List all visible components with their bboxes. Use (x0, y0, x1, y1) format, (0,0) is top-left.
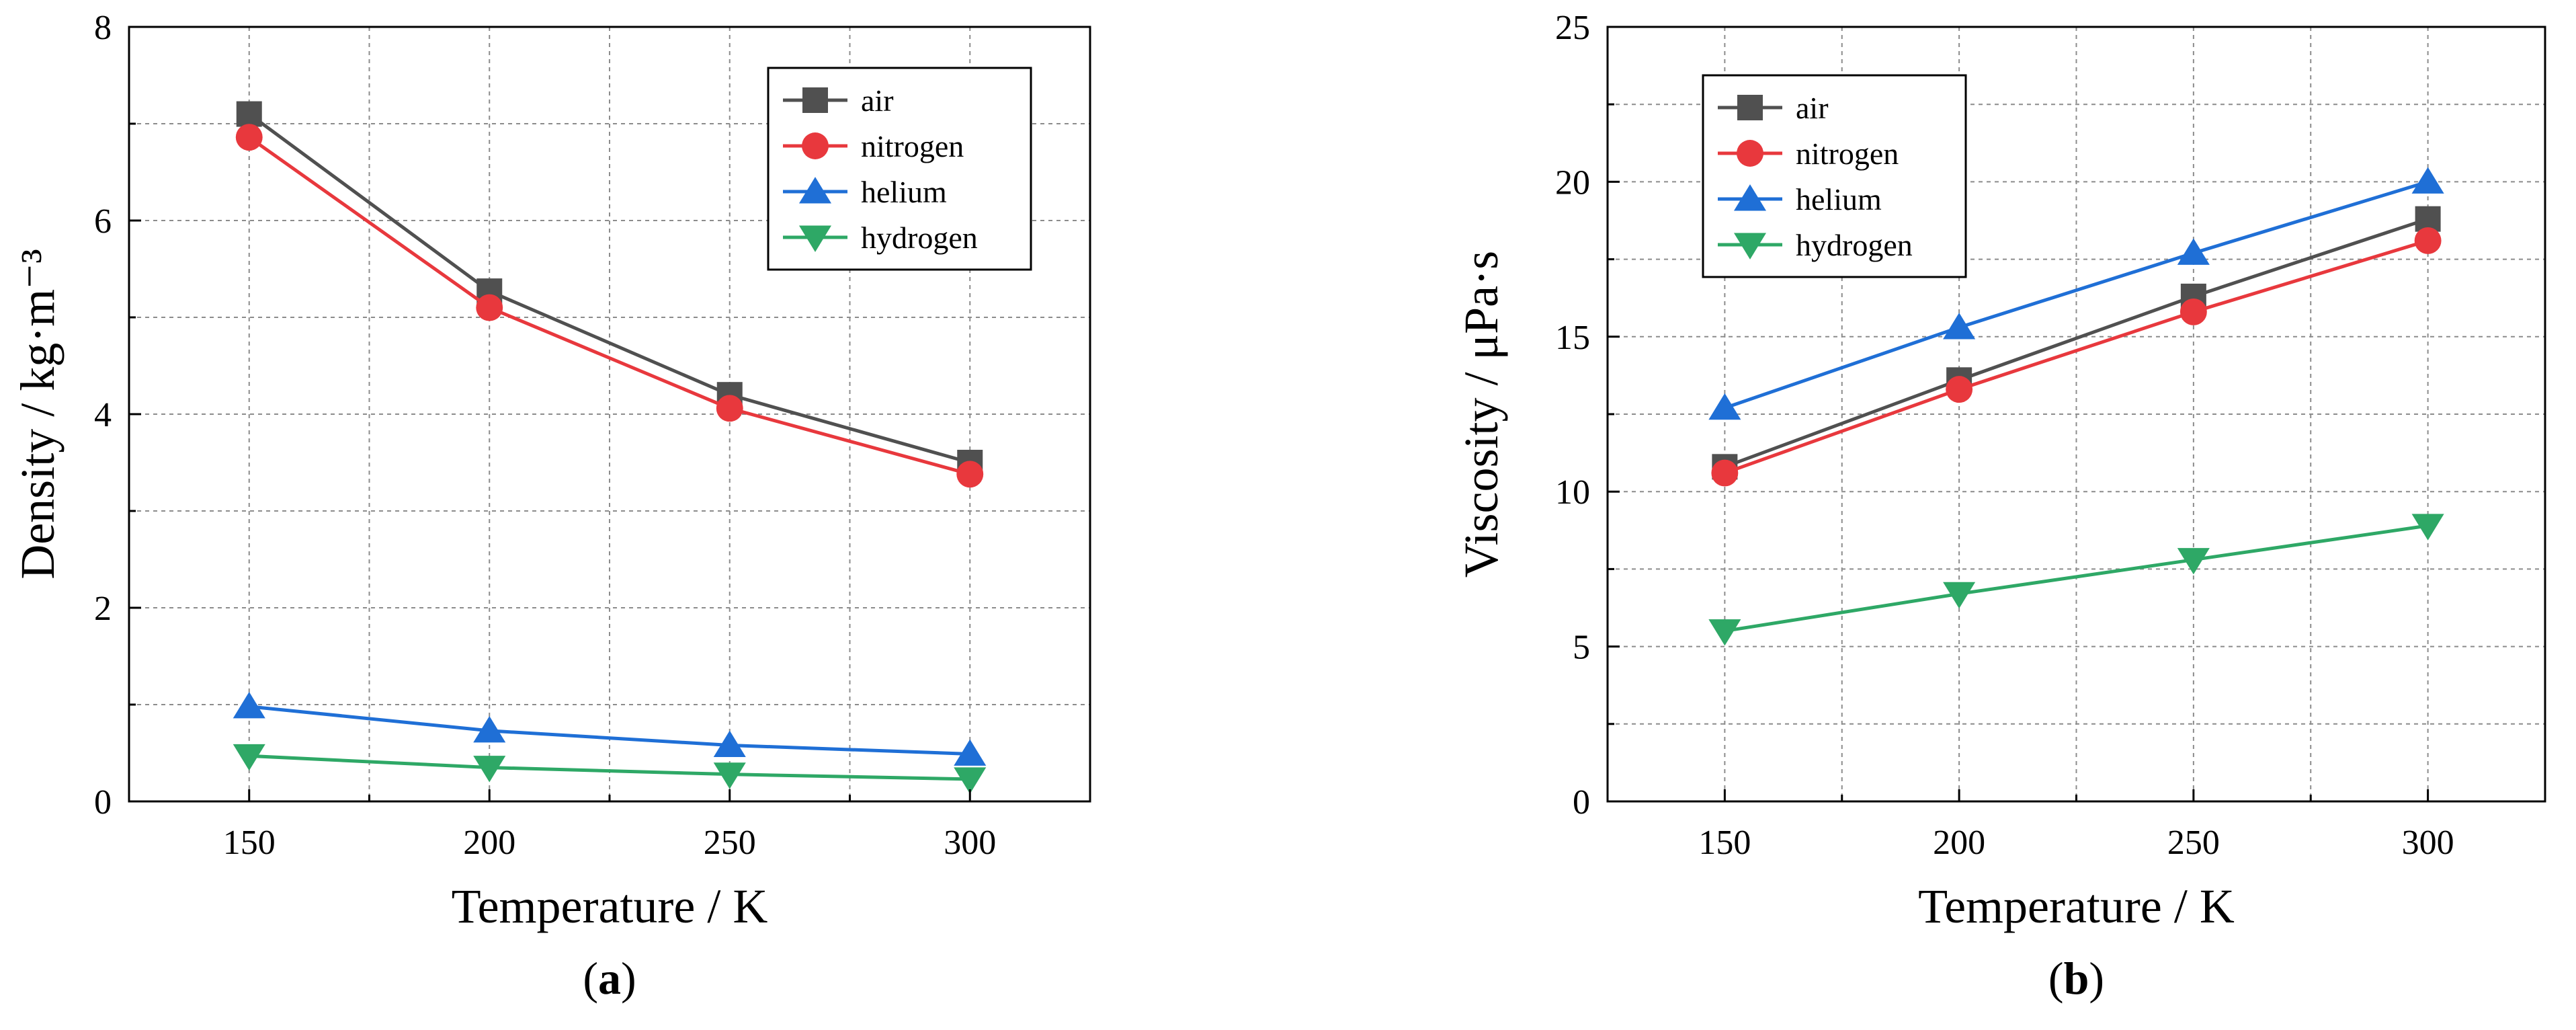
density-point-nitrogen (235, 124, 263, 151)
viscosity-x-axis-label: Temperature / K (1918, 879, 2235, 933)
density-y-tick-label: 8 (94, 9, 112, 47)
viscosity-legend-marker-nitrogen (1737, 140, 1763, 167)
viscosity-x-tick-label: 150 (1698, 824, 1751, 862)
viscosity-series-line-helium (1724, 180, 2429, 410)
density-point-hydrogen (954, 767, 987, 794)
viscosity-series (1708, 167, 2444, 646)
density-series (233, 101, 987, 794)
density-y-tick-label: 6 (94, 202, 112, 241)
density-y-axis-label: Density / kg·m⁻³ (11, 249, 65, 580)
density-x-tick-label: 200 (463, 824, 515, 862)
density-point-nitrogen (476, 294, 503, 321)
density-ticks: 0 2 4 6 8 150 200 250 300 (94, 9, 996, 862)
density-caption-letter: a (598, 953, 621, 1004)
viscosity-x-tick-label: 200 (1933, 824, 1985, 862)
density-caption: (a) (583, 953, 636, 1004)
viscosity-point-helium (1708, 393, 1741, 420)
viscosity-legend-marker-helium (1733, 184, 1767, 211)
density-legend-marker-helium (798, 177, 832, 204)
density-y-tick-label: 2 (94, 590, 112, 628)
viscosity-chart: 0 5 10 15 20 25 150 200 250 300 air nitrogen helium… (1454, 9, 2546, 1004)
density-x-tick-label: 300 (944, 824, 996, 862)
density-y-tick-label: 4 (94, 396, 112, 434)
density-x-tick-label: 250 (704, 824, 756, 862)
density-x-tick-label: 150 (223, 824, 276, 862)
viscosity-legend-marker-air (1737, 95, 1763, 120)
viscosity-caption: (b) (2048, 953, 2104, 1004)
viscosity-y-tick-label: 20 (1555, 163, 1590, 202)
density-point-hydrogen (473, 756, 506, 783)
viscosity-y-tick-label: 25 (1555, 9, 1590, 47)
viscosity-series-line-hydrogen (1724, 524, 2428, 633)
viscosity-point-nitrogen (1711, 459, 1739, 487)
density-legend-marker-air (802, 87, 828, 113)
density-point-helium (473, 716, 506, 743)
viscosity-point-helium (2411, 167, 2444, 194)
density-point-air (236, 101, 262, 127)
viscosity-point-helium (2177, 238, 2210, 265)
density-legend: air nitrogen helium hydrogen (767, 67, 1032, 271)
density-legend-label-hydrogen: hydrogen (861, 221, 978, 255)
viscosity-x-tick-label: 300 (2402, 824, 2454, 862)
viscosity-x-tick-label: 250 (2167, 824, 2220, 862)
density-point-helium (954, 739, 987, 766)
density-legend-marker-nitrogen (802, 132, 829, 159)
density-point-helium (233, 692, 265, 719)
viscosity-series-line-air (1724, 217, 2429, 469)
viscosity-point-nitrogen (2179, 298, 2207, 325)
density-y-tick-label: 0 (94, 783, 112, 822)
viscosity-point-hydrogen (2411, 514, 2444, 541)
viscosity-y-tick-label: 0 (1573, 783, 1590, 822)
viscosity-legend: air nitrogen helium hydrogen (1702, 74, 1967, 278)
viscosity-series-line-nitrogen (1724, 239, 2429, 475)
viscosity-ticks: 0 5 10 15 20 25 150 200 250 300 (1555, 9, 2454, 862)
viscosity-point-hydrogen (1943, 582, 1976, 609)
density-legend-label-air: air (861, 83, 894, 118)
density-legend-label-helium: helium (861, 175, 947, 209)
viscosity-y-tick-label: 15 (1555, 319, 1590, 357)
viscosity-legend-label-air: air (1796, 91, 1829, 125)
viscosity-y-tick-label: 5 (1573, 629, 1590, 667)
viscosity-caption-letter: b (2064, 953, 2089, 1004)
density-point-hydrogen (233, 744, 265, 771)
density-point-nitrogen (716, 395, 743, 422)
viscosity-point-hydrogen (1708, 619, 1741, 646)
viscosity-y-tick-label: 10 (1555, 473, 1590, 512)
viscosity-y-axis-label: Viscosity / μPa·s (1454, 251, 1508, 578)
viscosity-legend-label-nitrogen: nitrogen (1796, 136, 1899, 171)
viscosity-point-helium (1943, 313, 1976, 340)
viscosity-point-nitrogen (1946, 376, 1973, 403)
density-point-hydrogen (713, 762, 746, 789)
viscosity-point-nitrogen (2414, 227, 2442, 254)
density-point-nitrogen (956, 461, 984, 488)
density-series-line-air (248, 112, 970, 465)
density-chart: 0 2 4 6 8 150 200 250 300 air nitrogen helium hydro… (11, 9, 1091, 1004)
density-point-helium (713, 730, 746, 757)
density-legend-label-nitrogen: nitrogen (861, 129, 964, 163)
density-series-line-hydrogen (249, 754, 970, 781)
density-legend-marker-hydrogen (798, 225, 832, 252)
density-series-line-helium (249, 705, 970, 756)
density-series-line-nitrogen (248, 136, 970, 476)
viscosity-legend-label-helium: helium (1796, 182, 1882, 216)
density-x-axis-label: Temperature / K (452, 879, 768, 933)
viscosity-legend-label-hydrogen: hydrogen (1796, 228, 1913, 262)
viscosity-legend-marker-hydrogen (1733, 233, 1767, 260)
viscosity-point-hydrogen (2177, 548, 2210, 575)
